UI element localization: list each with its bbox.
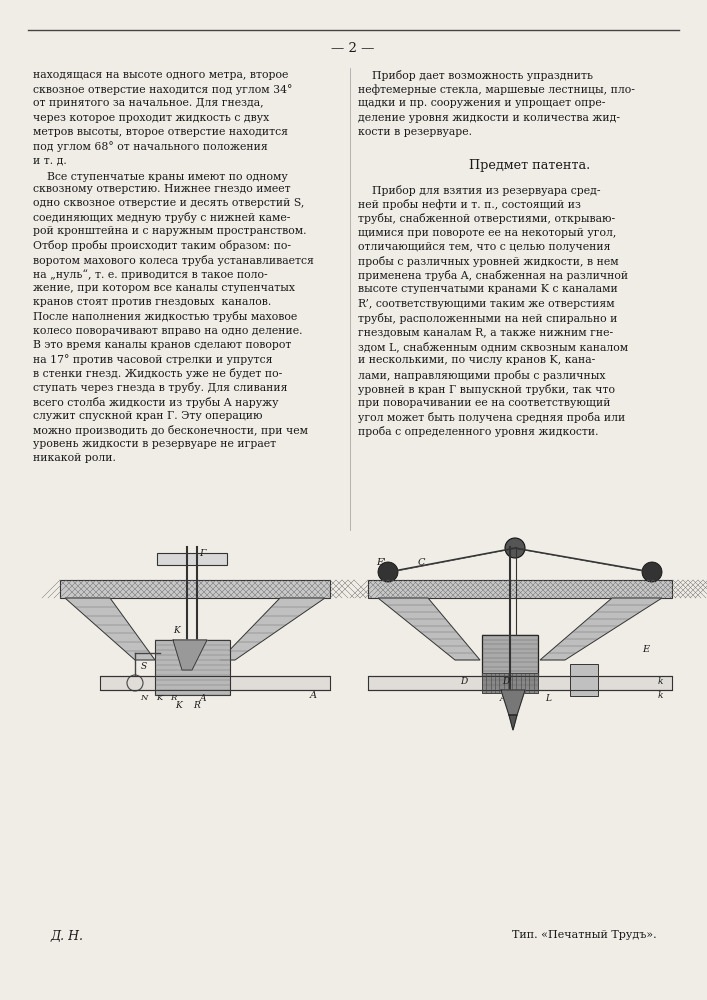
Bar bbox=[482, 673, 538, 693]
Text: угол может быть получена средняя проба или: угол может быть получена средняя проба и… bbox=[358, 412, 625, 423]
Text: никакой роли.: никакой роли. bbox=[33, 453, 116, 463]
Text: через которое проходит жидкость с двух: через которое проходит жидкость с двух bbox=[33, 113, 269, 123]
Text: Г: Г bbox=[199, 549, 206, 558]
Text: при поворачивании ее на соответствующий: при поворачивании ее на соответствующий bbox=[358, 398, 611, 408]
Polygon shape bbox=[173, 640, 207, 670]
Text: Прибор для взятия из резервуара сред-: Прибор для взятия из резервуара сред- bbox=[358, 185, 600, 196]
Text: на „нуль“, т. е. приводится в такое поло-: на „нуль“, т. е. приводится в такое поло… bbox=[33, 269, 268, 280]
Text: и т. д.: и т. д. bbox=[33, 155, 66, 165]
Polygon shape bbox=[540, 598, 662, 660]
Text: гнездовым каналам R, а также нижним гне-: гнездовым каналам R, а также нижним гне- bbox=[358, 327, 613, 337]
Text: ступать через гнезда в трубу. Для сливания: ступать через гнезда в трубу. Для сливан… bbox=[33, 382, 288, 393]
Text: кранов стоят против гнездовых  каналов.: кранов стоят против гнездовых каналов. bbox=[33, 297, 271, 307]
Text: k: k bbox=[658, 691, 663, 700]
Bar bbox=[368, 580, 672, 598]
Text: и несколькими, по числу кранов K, кана-: и несколькими, по числу кранов K, кана- bbox=[358, 355, 595, 365]
Text: от принятого за начальное. Для гнезда,: от принятого за начальное. Для гнезда, bbox=[33, 98, 264, 108]
Text: В это время каналы кранов сделают поворот: В это время каналы кранов сделают поворо… bbox=[33, 340, 291, 350]
Text: сквозное отверстие находится под углом 34°: сквозное отверстие находится под углом 3… bbox=[33, 84, 293, 95]
Bar bbox=[60, 580, 330, 598]
Text: Д. Н.: Д. Н. bbox=[50, 930, 83, 943]
Text: R: R bbox=[193, 701, 200, 710]
Text: Все ступенчатые краны имеют по одному: Все ступенчатые краны имеют по одному bbox=[33, 172, 288, 182]
Text: проба с определенного уровня жидкости.: проба с определенного уровня жидкости. bbox=[358, 426, 599, 437]
Polygon shape bbox=[378, 598, 480, 660]
Text: отличающийся тем, что с целью получения: отличающийся тем, что с целью получения bbox=[358, 242, 611, 252]
Text: L: L bbox=[545, 694, 551, 703]
Text: S: S bbox=[141, 662, 147, 671]
Text: применена труба A, снабженная на различной: применена труба A, снабженная на различн… bbox=[358, 270, 628, 281]
Text: K: K bbox=[156, 694, 162, 702]
Text: высоте ступенчатыми кранами K с каналами: высоте ступенчатыми кранами K с каналами bbox=[358, 284, 618, 294]
Text: A: A bbox=[310, 691, 317, 700]
Text: одно сквозное отверстие и десять отверстий S,: одно сквозное отверстие и десять отверст… bbox=[33, 198, 305, 208]
Text: здом L, снабженным одним сквозным каналом: здом L, снабженным одним сквозным канало… bbox=[358, 341, 628, 352]
Text: соединяющих медную трубу с нижней каме-: соединяющих медную трубу с нижней каме- bbox=[33, 212, 291, 223]
Text: кости в резервуаре.: кости в резервуаре. bbox=[358, 127, 472, 137]
Text: ней пробы нефти и т. п., состоящий из: ней пробы нефти и т. п., состоящий из bbox=[358, 199, 581, 210]
Text: пробы с различных уровней жидкости, в нем: пробы с различных уровней жидкости, в не… bbox=[358, 256, 619, 267]
Circle shape bbox=[642, 562, 662, 582]
Text: лами, направляющими пробы с различных: лами, направляющими пробы с различных bbox=[358, 370, 605, 381]
Bar bbox=[100, 676, 330, 690]
Text: D': D' bbox=[502, 677, 512, 686]
Circle shape bbox=[505, 538, 525, 558]
Text: D: D bbox=[460, 677, 467, 686]
Text: Предмет патента.: Предмет патента. bbox=[469, 159, 590, 172]
Text: уровень жидкости в резервуаре не играет: уровень жидкости в резервуаре не играет bbox=[33, 439, 276, 449]
Bar bbox=[482, 635, 538, 685]
Text: Отбор пробы происходит таким образом: по-: Отбор пробы происходит таким образом: по… bbox=[33, 240, 291, 251]
Text: R: R bbox=[170, 694, 176, 702]
Text: в стенки гнезд. Жидкость уже не будет по-: в стенки гнезд. Жидкость уже не будет по… bbox=[33, 368, 282, 379]
Text: щадки и пр. сооружения и упрощает опре-: щадки и пр. сооружения и упрощает опре- bbox=[358, 98, 605, 108]
Polygon shape bbox=[509, 715, 517, 730]
Polygon shape bbox=[65, 598, 155, 660]
Text: R’, соответствующими таким же отверстиям: R’, соответствующими таким же отверстиям bbox=[358, 299, 614, 309]
Text: уровней в кран Г выпускной трубки, так что: уровней в кран Г выпускной трубки, так ч… bbox=[358, 384, 615, 395]
Bar bbox=[570, 664, 598, 696]
Text: сквозному отверстию. Нижнее гнездо имеет: сквозному отверстию. Нижнее гнездо имеет bbox=[33, 184, 291, 194]
Text: находящася на высоте одного метра, второе: находящася на высоте одного метра, второ… bbox=[33, 70, 288, 80]
Text: под углом 68° от начального положения: под углом 68° от начального положения bbox=[33, 141, 268, 152]
Text: K: K bbox=[173, 626, 180, 635]
Text: N: N bbox=[140, 694, 147, 702]
Text: нефтемерные стекла, маршевые лестницы, пло-: нефтемерные стекла, маршевые лестницы, п… bbox=[358, 84, 635, 95]
Polygon shape bbox=[220, 598, 325, 660]
Text: K: K bbox=[175, 701, 182, 710]
Polygon shape bbox=[501, 690, 525, 715]
Text: Тип. «Печатный Трудъ».: Тип. «Печатный Трудъ». bbox=[513, 930, 657, 940]
Text: Прибор дает возможность упразднить: Прибор дает возможность упразднить bbox=[358, 70, 593, 81]
Text: метров высоты, второе отверстие находится: метров высоты, второе отверстие находитс… bbox=[33, 127, 288, 137]
Bar bbox=[368, 676, 672, 690]
Text: k: k bbox=[658, 677, 663, 686]
Text: трубы, снабженной отверстиями, открываю-: трубы, снабженной отверстиями, открываю- bbox=[358, 213, 615, 224]
Text: на 17° против часовой стрелки и упрутся: на 17° против часовой стрелки и упрутся bbox=[33, 354, 272, 365]
Bar bbox=[155, 640, 230, 695]
Text: служит спускной кран Г. Эту операцию: служит спускной кран Г. Эту операцию bbox=[33, 411, 262, 421]
Text: — 2 —: — 2 — bbox=[332, 42, 375, 55]
Text: жение, при котором все каналы ступенчатых: жение, при котором все каналы ступенчаты… bbox=[33, 283, 295, 293]
Text: щимися при повороте ее на некоторый угол,: щимися при повороте ее на некоторый угол… bbox=[358, 228, 617, 238]
Text: E: E bbox=[642, 645, 649, 654]
Text: После наполнения жидкостью трубы маховое: После наполнения жидкостью трубы маховое bbox=[33, 311, 297, 322]
Text: трубы, расположенными на ней спирально и: трубы, расположенными на ней спирально и bbox=[358, 313, 617, 324]
Text: A: A bbox=[200, 694, 206, 703]
Text: деление уровня жидкости и количества жид-: деление уровня жидкости и количества жид… bbox=[358, 113, 620, 123]
Bar bbox=[157, 553, 227, 565]
Text: можно производить до бесконечности, при чем: можно производить до бесконечности, при … bbox=[33, 425, 308, 436]
Text: A: A bbox=[500, 694, 506, 703]
Text: воротом махового колеса труба устанавливается: воротом махового колеса труба устанавлив… bbox=[33, 255, 314, 266]
Text: колесо поворачивают вправо на одно деление.: колесо поворачивают вправо на одно делен… bbox=[33, 326, 303, 336]
Circle shape bbox=[378, 562, 398, 582]
Text: C: C bbox=[418, 558, 426, 567]
Text: всего столба жидкости из трубы A наружу: всего столба жидкости из трубы A наружу bbox=[33, 397, 279, 408]
Text: E': E' bbox=[376, 558, 386, 567]
Text: рой кронштейна и с наружным пространством.: рой кронштейна и с наружным пространство… bbox=[33, 226, 307, 236]
